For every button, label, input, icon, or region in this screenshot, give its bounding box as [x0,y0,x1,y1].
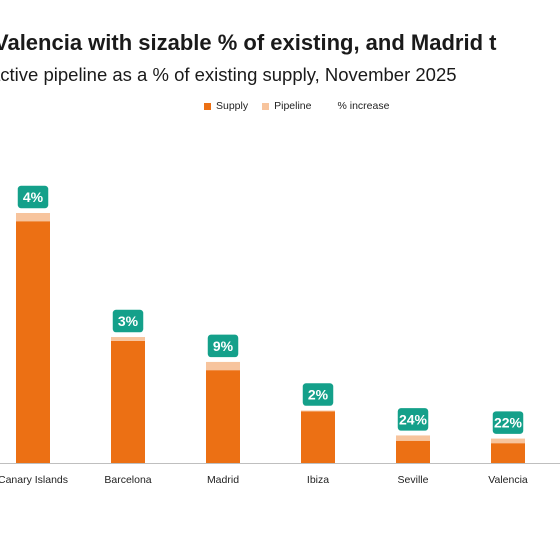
increase-label: 9% [213,338,234,354]
x-tick-label: Barcelona [104,474,151,486]
increase-label: 22% [494,415,523,431]
increase-badge [16,184,50,210]
pipeline-bar [206,361,240,371]
x-tick-label: Madrid [207,474,239,486]
increase-label: 24% [399,411,428,427]
increase-label: 3% [118,313,139,329]
chart-title: Valencia with sizable % of existing, and… [0,30,497,55]
supply-bar [206,370,240,463]
pipeline-bar [396,435,430,441]
legend-label-increase: % increase [337,100,390,112]
increase-badge [301,381,335,408]
supply-bar [396,440,430,463]
increase-label: 2% [308,387,329,403]
supply-bar [301,411,335,463]
legend-item-increase: % increase [325,100,389,112]
legend-swatch-pipeline [262,102,270,110]
supply-bar [16,221,50,463]
pipeline-bar [301,410,335,412]
increase-badge [396,406,430,433]
legend-item-pipeline: Pipeline [262,100,311,112]
increase-badge [206,333,240,359]
supply-bar [491,443,525,463]
increase-badge [111,308,145,334]
legend-label-pipeline: Pipeline [274,100,312,112]
x-tick-label: Seville [398,474,429,486]
increase-label: 4% [23,189,44,205]
chart-subtitle: active pipeline as a % of existing suppl… [0,64,457,85]
pipeline-bar [16,213,50,222]
legend-swatch-supply [204,102,211,110]
x-tick-label: Valencia [488,474,528,486]
x-tick-label: Ibiza [307,474,329,486]
pipeline-bar [111,337,145,341]
pipeline-bar [491,438,525,444]
x-tick-label: Canary Islands [0,474,68,486]
legend-item-supply: Supply [204,100,248,112]
legend-label-supply: Supply [216,100,249,112]
supply-bar [111,340,145,463]
increase-badge [491,409,525,436]
legend: Supply Pipeline % increase [204,100,403,112]
